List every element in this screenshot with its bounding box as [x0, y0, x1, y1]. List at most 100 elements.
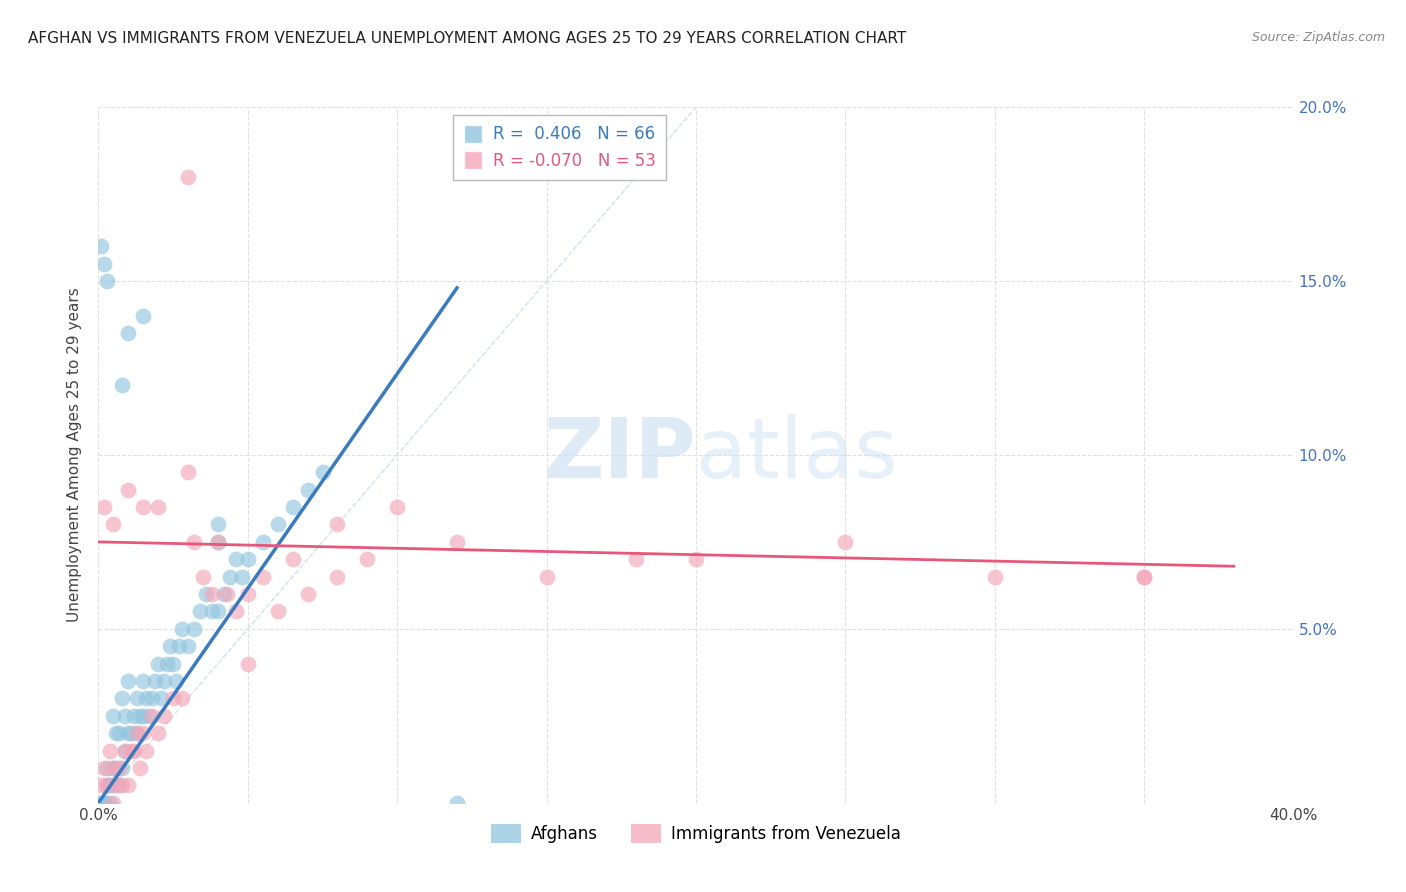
Point	[135, 744, 157, 758]
Point	[132, 674, 155, 689]
Point	[236, 552, 259, 566]
Point	[93, 500, 115, 514]
Point	[1133, 570, 1156, 584]
Point	[120, 726, 142, 740]
Point	[172, 622, 194, 636]
Point	[117, 726, 139, 740]
Point	[114, 708, 136, 723]
Point	[98, 744, 122, 758]
Text: atlas: atlas	[696, 415, 897, 495]
Point	[105, 761, 128, 775]
Point	[129, 761, 152, 775]
Point	[252, 534, 274, 549]
Point	[103, 796, 125, 810]
Point	[207, 605, 229, 619]
Point	[201, 605, 224, 619]
Point	[225, 552, 247, 566]
Point	[90, 778, 112, 793]
Point	[148, 500, 170, 514]
Point	[236, 587, 259, 601]
Point	[111, 778, 134, 793]
Point	[267, 517, 290, 532]
Point	[120, 744, 142, 758]
Point	[98, 778, 122, 793]
Point	[93, 796, 115, 810]
Point	[111, 761, 134, 775]
Point	[117, 483, 139, 497]
Point	[188, 605, 211, 619]
Point	[183, 622, 205, 636]
Point	[326, 517, 349, 532]
Point	[177, 466, 200, 480]
Point	[165, 674, 187, 689]
Point	[267, 605, 290, 619]
Point	[236, 657, 259, 671]
Point	[132, 500, 155, 514]
Point	[281, 500, 304, 514]
Point	[103, 761, 125, 775]
Point	[231, 570, 253, 584]
Point	[148, 726, 170, 740]
Point	[93, 257, 115, 271]
Text: AFGHAN VS IMMIGRANTS FROM VENEZUELA UNEMPLOYMENT AMONG AGES 25 TO 29 YEARS CORRE: AFGHAN VS IMMIGRANTS FROM VENEZUELA UNEM…	[28, 31, 907, 46]
Point	[135, 691, 157, 706]
Point	[117, 326, 139, 340]
Point	[153, 674, 176, 689]
Point	[685, 552, 707, 566]
Point	[111, 378, 134, 392]
Point	[127, 726, 149, 740]
Point	[215, 587, 238, 601]
Point	[252, 570, 274, 584]
Point	[103, 761, 125, 775]
Point	[96, 274, 118, 288]
Point	[219, 570, 242, 584]
Point	[1133, 570, 1156, 584]
Point	[162, 657, 184, 671]
Point	[141, 691, 163, 706]
Point	[105, 778, 128, 793]
Point	[90, 239, 112, 253]
Point	[129, 708, 152, 723]
Point	[108, 761, 131, 775]
Point	[207, 534, 229, 549]
Point	[536, 570, 558, 584]
Point	[148, 657, 170, 671]
Point	[96, 761, 118, 775]
Point	[96, 778, 118, 793]
Point	[150, 691, 173, 706]
Point	[117, 674, 139, 689]
Point	[225, 605, 247, 619]
Point	[201, 587, 224, 601]
Point	[138, 708, 160, 723]
Point	[207, 517, 229, 532]
Point	[117, 778, 139, 793]
Point	[132, 309, 155, 323]
Point	[446, 534, 468, 549]
Point	[98, 796, 122, 810]
Point	[114, 744, 136, 758]
Point	[103, 778, 125, 793]
Point	[385, 500, 409, 514]
Point	[90, 796, 112, 810]
Point	[143, 674, 166, 689]
Point	[103, 517, 125, 532]
Point	[93, 761, 115, 775]
Point	[105, 726, 128, 740]
Point	[111, 691, 134, 706]
Point	[172, 691, 194, 706]
Point	[177, 169, 200, 184]
Point	[626, 552, 648, 566]
Point	[167, 639, 190, 653]
Point	[159, 639, 181, 653]
Point	[326, 570, 349, 584]
Point	[183, 534, 205, 549]
Point	[124, 744, 146, 758]
Point	[297, 587, 319, 601]
Point	[141, 708, 163, 723]
Point	[132, 726, 155, 740]
Point	[177, 639, 200, 653]
Point	[127, 726, 149, 740]
Point	[114, 744, 136, 758]
Point	[124, 708, 146, 723]
Point	[446, 796, 468, 810]
